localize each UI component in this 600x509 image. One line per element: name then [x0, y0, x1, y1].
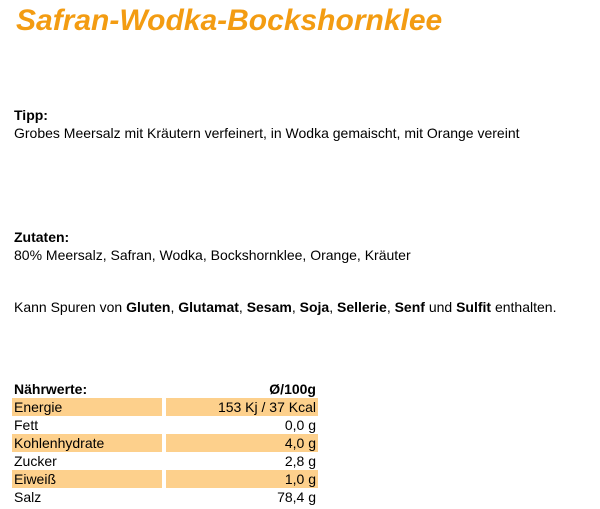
allergen-text: ,: [329, 299, 337, 315]
tip-label: Tipp:: [14, 107, 48, 123]
title: Safran-Wodka-Bockshornklee: [16, 4, 443, 37]
allergen: Sesam: [246, 299, 292, 315]
nutrition-table: Nährwerte: Ø/100g Energie 153 Kj / 37 Kca…: [12, 380, 318, 506]
table-header: Nährwerte: Ø/100g: [12, 380, 318, 398]
allergen: Glutamat: [178, 299, 239, 315]
table-row: Eiweiß 1,0 g: [12, 470, 318, 488]
nutrient-name: Kohlenhydrate: [12, 434, 162, 452]
allergens: Kann Spuren von Gluten, Glutamat, Sesam,…: [14, 299, 556, 315]
ingredients-text: 80% Meersalz, Safran, Wodka, Bockshornkl…: [14, 247, 411, 263]
header-cell: Nährwerte:: [14, 381, 88, 397]
table-row: Fett 0,0 g: [12, 416, 318, 434]
table-row: Zucker 2,8 g: [12, 452, 318, 470]
nutrient-value: 4,0 g: [162, 434, 318, 452]
table-row: Energie 153 Kj / 37 Kcal: [12, 398, 318, 416]
nutrient-name: Energie: [12, 398, 162, 416]
nutrient-name: Eiweiß: [12, 470, 162, 488]
allergen: Gluten: [126, 299, 171, 315]
table-row: Kohlenhydrate 4,0 g: [12, 434, 318, 452]
allergen-text: und: [424, 299, 457, 315]
ingredients-label: Zutaten:: [14, 229, 70, 245]
nutrient-name: Fett: [14, 417, 39, 433]
allergen: Soja: [299, 299, 330, 315]
nutrient-value: 2,8 g: [162, 452, 318, 470]
nutrient-value: 1,0 g: [162, 470, 318, 488]
allergen-text: ,: [386, 299, 395, 315]
allergen-text: Kann Spuren von: [14, 299, 127, 315]
nutrient-value: 78,4 g: [162, 488, 318, 506]
header-cell: Ø/100g: [269, 381, 316, 397]
nutrient-name: Zucker: [14, 453, 57, 469]
allergen-text: ,: [238, 299, 247, 315]
allergen-text: ,: [291, 299, 300, 315]
tip-text: Grobes Meersalz mit Kräutern verfeinert,…: [14, 125, 520, 141]
allergen: Senf: [394, 299, 425, 315]
nutrient-value: 0,0 g: [162, 416, 318, 434]
allergen: Sellerie: [336, 299, 387, 315]
allergen: Sulfit: [456, 299, 492, 315]
nutrient-value: 153 Kj / 37 Kcal: [162, 398, 318, 416]
allergen-text: ,: [170, 299, 179, 315]
allergen-text: enthalten.: [491, 299, 557, 315]
nutrient-name: Salz: [14, 489, 42, 505]
table-row: Salz 78,4 g: [12, 488, 318, 506]
